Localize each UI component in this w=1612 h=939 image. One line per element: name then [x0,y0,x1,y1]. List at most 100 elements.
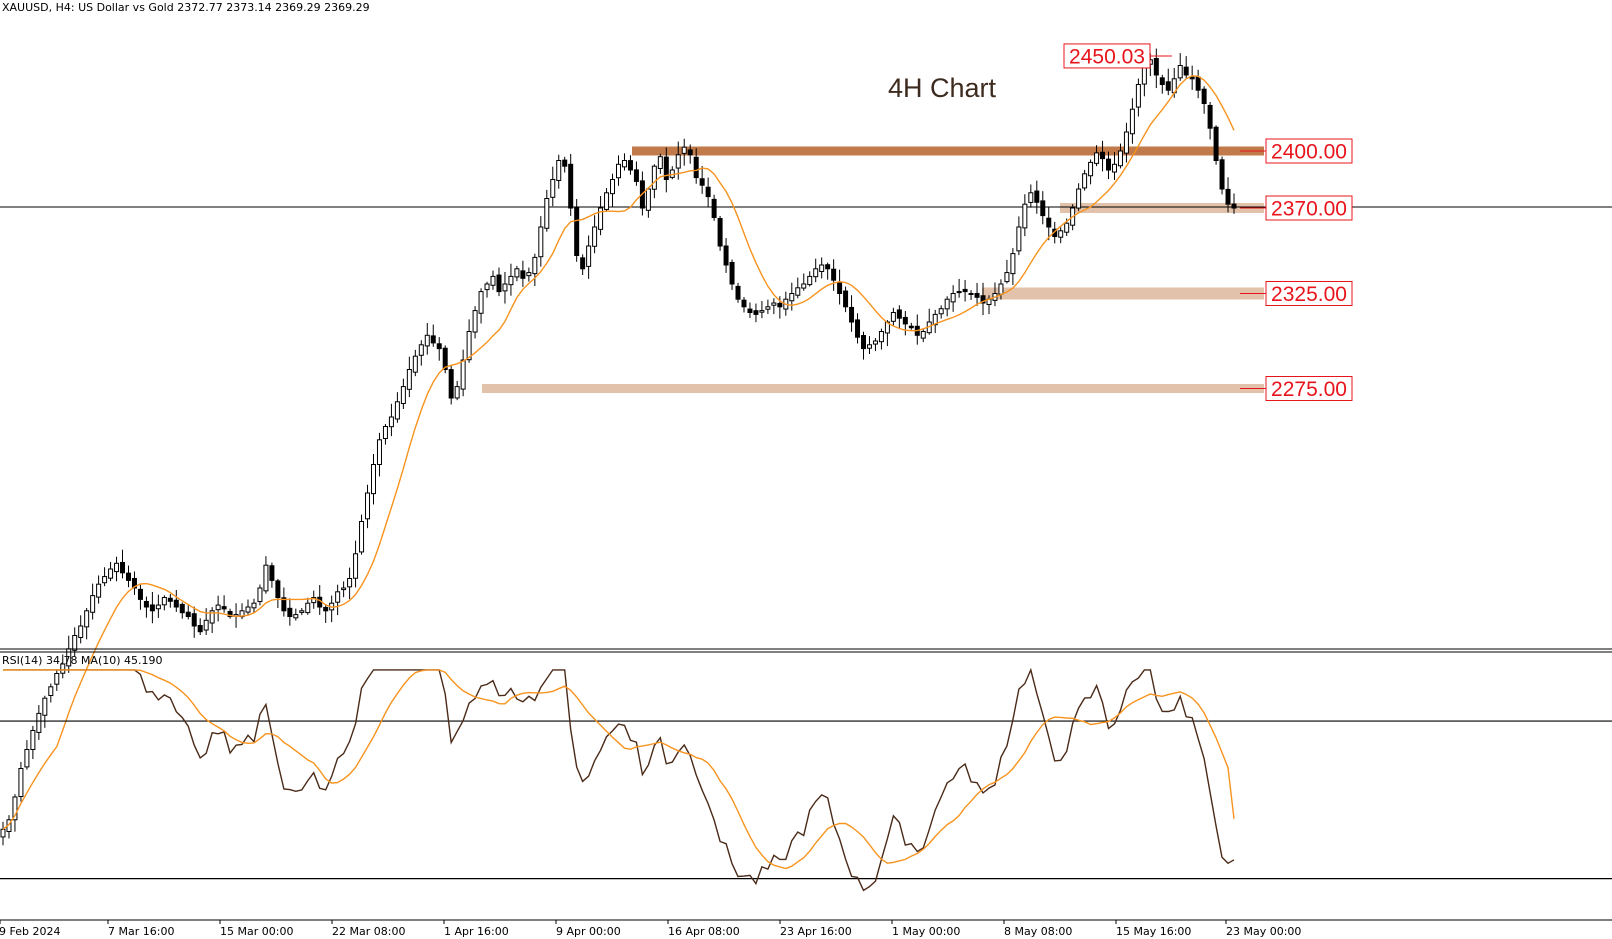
candle-body [149,604,155,612]
candle-body [90,595,96,613]
candle-body [18,768,24,797]
candle-body [137,588,143,600]
candle-body [275,580,281,599]
candle-body [866,344,872,349]
candle-body [825,264,831,270]
x-tick-label: 7 Mar 16:00 [108,925,174,938]
candle-body [1135,84,1141,108]
candle-body [335,591,341,603]
candle-body [484,283,490,291]
candle-body [717,217,723,247]
candle-body [932,313,938,326]
candle-body [281,597,287,612]
x-tick-label: 8 May 08:00 [1004,925,1072,938]
candle-body [1028,192,1034,203]
candle-body [1231,203,1237,209]
x-tick-label: 1 May 00:00 [892,925,960,938]
candle-body [203,619,209,631]
candle-body [693,156,699,179]
candle-body [962,288,968,293]
candle-body [1088,161,1094,177]
candle-body [711,198,717,218]
candle-body [359,521,365,553]
candle-body [323,606,329,612]
candle-body [48,686,54,697]
rsi-ma-line [3,669,1235,870]
candle-body [621,160,627,168]
x-tick-label: 22 Mar 08:00 [332,925,405,938]
candlesticks [0,48,1237,846]
level-zone-2275.00 [482,384,1264,393]
candle-body [586,245,592,267]
candle-body [819,264,825,272]
candle-body [1189,76,1195,80]
x-tick-label: 16 Apr 08:00 [668,925,740,938]
candle-body [687,149,693,156]
candle-body [735,285,741,300]
candle-body [412,355,418,373]
candle-body [1177,65,1183,79]
candle-body [430,335,436,344]
level-box-2275.00 [1265,376,1353,401]
candle-body [78,625,84,638]
candle-body [1201,88,1207,104]
candle-body [741,299,747,308]
candle-body [705,186,711,198]
candle-body [508,275,514,286]
candle-body [161,597,167,606]
candle-body [574,207,580,257]
candle-body [801,283,807,289]
candle-body [861,335,867,350]
candle-body [1046,217,1052,228]
candle-body [60,663,66,674]
candle-body [496,274,502,293]
candle-body [723,245,729,266]
candle-body [1153,58,1159,76]
chart-title: 4H Chart [888,73,997,103]
candle-body [1076,188,1082,209]
candle-body [293,614,299,619]
candle-body [1004,272,1010,283]
level-label-2275.00: 2275.00 [1271,378,1347,401]
candle-body [1034,190,1040,203]
candle-body [598,207,604,230]
candle-body [544,198,550,229]
candle-body [472,310,478,333]
candle-body [490,275,496,286]
symbol-info-header: XAUUSD, H4: US Dollar vs Gold 2372.77 23… [2,1,370,14]
candle-body [353,553,359,579]
candle-body [974,292,980,298]
candle-body [442,347,448,370]
candle-body [807,275,813,286]
level-box-2325.00 [1265,281,1353,306]
level-box-2450.03 [1063,43,1151,69]
candle-body [406,369,412,390]
candle-body [1159,77,1165,86]
candle-body [1064,222,1070,233]
candle-body [1016,226,1022,252]
candle-body [604,192,610,210]
candle-body [287,607,293,617]
candle-body [526,272,532,277]
candle-body [36,712,42,733]
moving-average-line [2,75,1235,830]
level-labels: 2450.03 2400.00 2370.00 2325.00 2275.00 [1063,43,1353,401]
candle-body [902,316,908,325]
candle-body [179,603,185,614]
candle-body [645,188,651,211]
candle-body [1195,76,1201,91]
candle-body [311,597,317,604]
candle-body [197,625,203,633]
candle-body [1094,152,1100,164]
x-tick-label: 29 Feb 2024 [0,925,60,938]
candle-body [448,369,454,399]
candle-body [114,562,120,573]
level-zones [482,146,1264,393]
candle-body [155,604,161,610]
candle-body [400,386,406,405]
candle-body [663,156,669,180]
candle-body [568,163,574,209]
candle-body [131,577,137,589]
candle-body [418,344,424,356]
